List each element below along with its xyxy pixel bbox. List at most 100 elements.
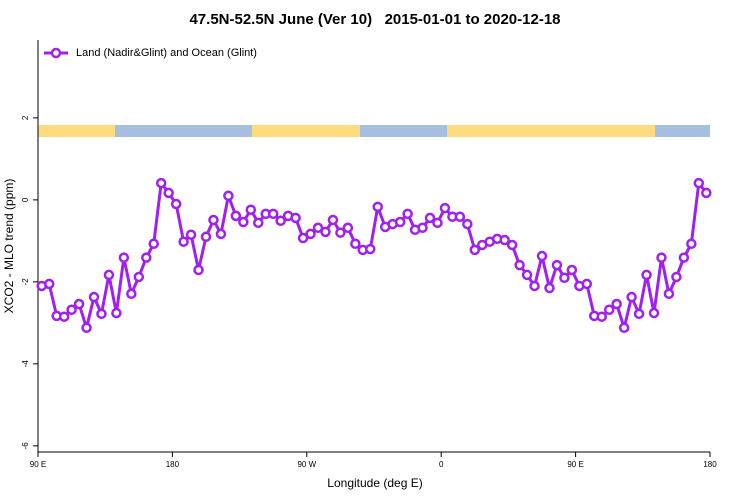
data-point bbox=[88, 291, 100, 303]
data-point bbox=[663, 288, 675, 300]
data-point bbox=[163, 187, 174, 199]
land-band bbox=[447, 125, 655, 137]
ocean-band bbox=[360, 125, 447, 137]
data-point bbox=[394, 216, 406, 228]
data-point bbox=[603, 304, 615, 315]
data-point bbox=[544, 282, 555, 294]
data-point bbox=[701, 187, 712, 199]
data-point bbox=[230, 210, 242, 222]
x-tick-label: 180 bbox=[166, 460, 180, 469]
x-tick-label: 90 W bbox=[297, 460, 316, 469]
data-point bbox=[417, 222, 428, 234]
data-point bbox=[267, 208, 279, 220]
data-point bbox=[372, 201, 383, 213]
data-point bbox=[529, 280, 540, 292]
data-point bbox=[111, 307, 122, 319]
data-point bbox=[596, 311, 607, 322]
data-point bbox=[223, 190, 234, 202]
ocean-band bbox=[655, 125, 710, 137]
data-point bbox=[335, 227, 346, 238]
data-point bbox=[58, 311, 70, 322]
data-point bbox=[514, 259, 525, 271]
x-tick-label: 90 E bbox=[30, 460, 46, 469]
data-point bbox=[559, 272, 570, 284]
data-point bbox=[633, 308, 645, 320]
data-point bbox=[141, 252, 152, 263]
data-point bbox=[506, 239, 518, 251]
data-point bbox=[656, 252, 667, 263]
y-tick-label: -4 bbox=[21, 360, 30, 368]
y-tick-label: -2 bbox=[21, 278, 30, 286]
data-point bbox=[626, 291, 637, 303]
data-point bbox=[611, 298, 622, 310]
data-point bbox=[424, 212, 436, 224]
data-point bbox=[200, 231, 212, 243]
data-point bbox=[43, 278, 55, 290]
y-tick-label: -6 bbox=[21, 442, 30, 450]
data-point bbox=[462, 218, 473, 230]
data-point bbox=[185, 229, 197, 240]
data-point bbox=[320, 226, 331, 238]
data-point bbox=[581, 278, 593, 290]
data-point bbox=[521, 269, 533, 281]
data-point bbox=[103, 269, 115, 281]
land-band bbox=[38, 125, 115, 137]
data-point bbox=[155, 177, 167, 189]
data-point bbox=[536, 250, 548, 262]
data-point bbox=[208, 214, 219, 226]
data-point bbox=[469, 244, 481, 256]
data-point bbox=[290, 212, 301, 224]
y-axis-label: XCO2 - MLO trend (ppm) bbox=[2, 179, 16, 314]
y-tick-label: 0 bbox=[21, 197, 30, 202]
data-point bbox=[342, 222, 354, 234]
data-point bbox=[439, 202, 451, 214]
data-point bbox=[402, 208, 413, 220]
data-point bbox=[566, 264, 578, 276]
land-ocean-strip bbox=[38, 125, 710, 137]
data-point bbox=[648, 307, 660, 319]
x-tick-label: 90 E bbox=[567, 460, 583, 469]
data-point bbox=[215, 228, 227, 240]
land-band bbox=[252, 125, 360, 137]
data-point bbox=[686, 238, 697, 249]
data-point bbox=[618, 322, 630, 334]
data-point bbox=[66, 304, 77, 315]
data-point bbox=[193, 264, 204, 276]
data-point bbox=[312, 222, 324, 234]
data-point bbox=[327, 214, 339, 226]
data-point bbox=[671, 271, 682, 283]
data-point bbox=[126, 288, 137, 300]
chart-title: 47.5N-52.5N June (Ver 10) 2015-01-01 to … bbox=[189, 11, 560, 28]
data-point bbox=[73, 298, 85, 310]
data-point bbox=[170, 198, 182, 210]
data-point bbox=[432, 217, 443, 229]
data-point bbox=[178, 236, 189, 247]
y-tick-label: 2 bbox=[21, 115, 30, 120]
data-point bbox=[118, 252, 130, 263]
data-point bbox=[275, 215, 286, 227]
data-point bbox=[297, 232, 309, 244]
x-tick-label: 0 bbox=[439, 460, 444, 469]
data-point bbox=[678, 252, 690, 263]
x-axis-label: Longitude (deg E) bbox=[327, 476, 422, 490]
data-point bbox=[499, 234, 510, 246]
data-point bbox=[551, 259, 563, 271]
data-point bbox=[81, 322, 92, 334]
data-point bbox=[365, 243, 376, 255]
x-tick-label: 180 bbox=[703, 460, 717, 469]
data-point bbox=[641, 269, 652, 281]
data-point bbox=[245, 204, 257, 215]
legend-marker bbox=[50, 47, 62, 59]
legend-label: Land (Nadir&Glint) and Ocean (Glint) bbox=[76, 47, 257, 59]
data-point bbox=[454, 211, 466, 222]
data-point bbox=[693, 177, 705, 189]
data-point bbox=[133, 271, 145, 283]
data-point bbox=[148, 238, 159, 249]
data-point bbox=[305, 228, 316, 240]
ocean-band bbox=[115, 125, 252, 137]
data-point bbox=[96, 308, 107, 320]
data-point bbox=[253, 217, 264, 229]
data-point bbox=[350, 238, 361, 249]
data-point bbox=[238, 216, 249, 228]
